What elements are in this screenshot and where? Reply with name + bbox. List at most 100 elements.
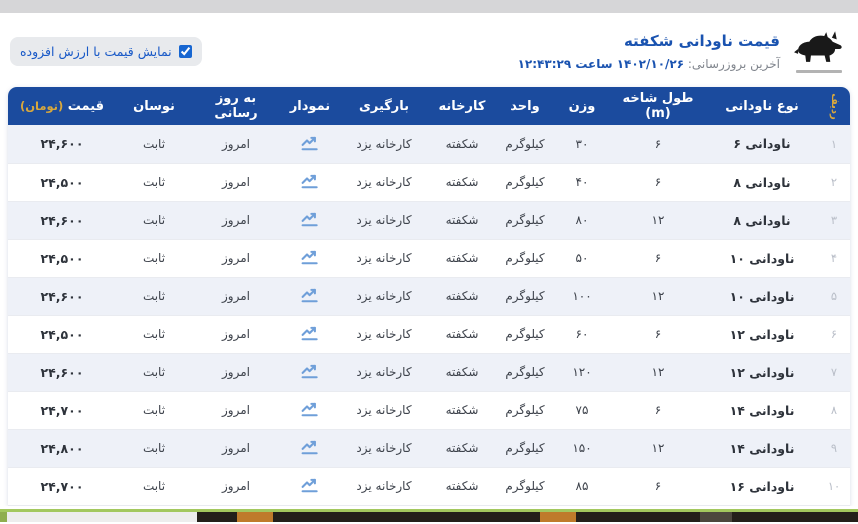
cell-updated: امروز <box>192 391 280 430</box>
window-top-strip <box>0 0 858 13</box>
vat-price-toggle-label: نمایش قیمت با ارزش افزوده <box>20 43 172 59</box>
cell-length: ۶ <box>610 163 706 202</box>
cell-unit: کیلوگرم <box>496 315 554 354</box>
cell-chart[interactable] <box>280 239 340 278</box>
cell-weight: ۱۵۰ <box>554 429 610 468</box>
price-chart-icon[interactable] <box>300 287 321 305</box>
cell-factory: شکفته <box>428 391 496 430</box>
cell-type: ناودانی ۱۲ <box>706 353 818 392</box>
cell-row-number: ۴ <box>818 239 850 278</box>
cell-loading: کارخانه یزد <box>340 125 428 164</box>
company-logo <box>790 29 848 73</box>
price-chart-icon[interactable] <box>300 211 321 229</box>
table-row: ۴ ناودانی ۱۰ ۶ ۵۰ کیلوگرم شکفته کارخانه … <box>8 239 850 278</box>
cell-chart[interactable] <box>280 163 340 202</box>
price-table: ردیف نوع ناودانی طول شاخه (m) وزن واحد ک… <box>8 87 850 506</box>
cell-type: ناودانی ۱۶ <box>706 467 818 506</box>
cell-price: ۲۴,۶۰۰ <box>8 353 116 392</box>
cell-row-number: ۶ <box>818 315 850 354</box>
table-row: ۲ ناودانی ۸ ۶ ۴۰ کیلوگرم شکفته کارخانه ی… <box>8 163 850 202</box>
cell-factory: شکفته <box>428 467 496 506</box>
vat-price-checkbox[interactable] <box>178 44 192 58</box>
cell-weight: ۸۵ <box>554 467 610 506</box>
cell-row-number: ۷ <box>818 353 850 392</box>
cell-loading: کارخانه یزد <box>340 163 428 202</box>
price-table-card: ردیف نوع ناودانی طول شاخه (m) وزن واحد ک… <box>8 87 850 506</box>
header-fluctuation: نوسان <box>116 87 192 125</box>
header-loading: بارگیری <box>340 87 428 125</box>
cell-factory: شکفته <box>428 353 496 392</box>
cell-price: ۲۴,۷۰۰ <box>8 391 116 430</box>
cell-factory: شکفته <box>428 277 496 316</box>
cell-chart[interactable] <box>280 391 340 430</box>
header-factory: کارخانه <box>428 87 496 125</box>
header-updated: به روز رسانی <box>192 87 280 125</box>
cell-chart[interactable] <box>280 353 340 392</box>
cell-type: ناودانی ۱۴ <box>706 429 818 468</box>
table-row: ۶ ناودانی ۱۲ ۶ ۶۰ کیلوگرم شکفته کارخانه … <box>8 315 850 354</box>
cell-loading: کارخانه یزد <box>340 353 428 392</box>
cell-row-number: ۵ <box>818 277 850 316</box>
cell-row-number: ۲ <box>818 163 850 202</box>
cell-unit: کیلوگرم <box>496 277 554 316</box>
header-price: قیمت (تومان) <box>8 87 116 125</box>
header-price-unit: (تومان) <box>19 98 64 113</box>
vat-price-toggle[interactable]: نمایش قیمت با ارزش افزوده <box>10 36 202 66</box>
brand-block: قیمت ناودانی شکفته آخرین بروزرسانی: ۱۴۰۲… <box>518 29 848 73</box>
cell-unit: کیلوگرم <box>496 239 554 278</box>
cell-factory: شکفته <box>428 239 496 278</box>
cell-updated: امروز <box>192 315 280 354</box>
rhino-logo-icon <box>794 31 842 62</box>
table-row: ۱۰ ناودانی ۱۶ ۶ ۸۵ کیلوگرم شکفته کارخانه… <box>8 467 850 506</box>
cell-weight: ۸۰ <box>554 201 610 240</box>
banner-photo-strip <box>0 511 858 522</box>
cell-length: ۶ <box>610 315 706 354</box>
price-table-body: ۱ ناودانی ۶ ۶ ۳۰ کیلوگرم شکفته کارخانه ی… <box>8 125 850 506</box>
price-chart-icon[interactable] <box>300 249 321 267</box>
cell-loading: کارخانه یزد <box>340 315 428 354</box>
cell-unit: کیلوگرم <box>496 163 554 202</box>
cell-length: ۱۲ <box>610 429 706 468</box>
cell-fluctuation: ثابت <box>116 315 192 354</box>
cell-chart[interactable] <box>280 201 340 240</box>
price-chart-icon[interactable] <box>300 439 321 457</box>
cell-row-number: ۱۰ <box>818 467 850 506</box>
cell-fluctuation: ثابت <box>116 353 192 392</box>
cell-price: ۲۴,۷۰۰ <box>8 467 116 506</box>
cell-weight: ۵۰ <box>554 239 610 278</box>
cell-chart[interactable] <box>280 429 340 468</box>
price-chart-icon[interactable] <box>300 363 321 381</box>
header-type: نوع ناودانی <box>706 87 818 125</box>
cell-type: ناودانی ۱۰ <box>706 277 818 316</box>
table-row: ۳ ناودانی ۸ ۱۲ ۸۰ کیلوگرم شکفته کارخانه … <box>8 201 850 240</box>
price-chart-icon[interactable] <box>300 477 321 495</box>
last-updated: آخرین بروزرسانی: ۱۴۰۲/۱۰/۲۶ ساعت ۱۲:۴۳:۲… <box>518 57 780 71</box>
cell-factory: شکفته <box>428 429 496 468</box>
cell-row-number: ۱ <box>818 125 850 164</box>
cell-loading: کارخانه یزد <box>340 277 428 316</box>
cell-updated: امروز <box>192 277 280 316</box>
cell-chart[interactable] <box>280 315 340 354</box>
cell-chart[interactable] <box>280 467 340 506</box>
cell-price: ۲۴,۶۰۰ <box>8 125 116 164</box>
cell-weight: ۶۰ <box>554 315 610 354</box>
table-row: ۹ ناودانی ۱۴ ۱۲ ۱۵۰ کیلوگرم شکفته کارخان… <box>8 429 850 468</box>
price-chart-icon[interactable] <box>300 401 321 419</box>
cell-chart[interactable] <box>280 277 340 316</box>
cell-unit: کیلوگرم <box>496 467 554 506</box>
table-row: ۵ ناودانی ۱۰ ۱۲ ۱۰۰ کیلوگرم شکفته کارخان… <box>8 277 850 316</box>
price-chart-icon[interactable] <box>300 135 321 153</box>
cell-loading: کارخانه یزد <box>340 201 428 240</box>
cell-unit: کیلوگرم <box>496 353 554 392</box>
cell-length: ۶ <box>610 239 706 278</box>
cell-row-number: ۳ <box>818 201 850 240</box>
cell-chart[interactable] <box>280 125 340 164</box>
price-chart-icon[interactable] <box>300 325 321 343</box>
bottom-banner-ad[interactable] <box>0 505 858 522</box>
table-row: ۱ ناودانی ۶ ۶ ۳۰ کیلوگرم شکفته کارخانه ی… <box>8 125 850 164</box>
cell-loading: کارخانه یزد <box>340 391 428 430</box>
price-chart-icon[interactable] <box>300 173 321 191</box>
cell-fluctuation: ثابت <box>116 391 192 430</box>
cell-length: ۱۲ <box>610 353 706 392</box>
cell-length: ۶ <box>610 125 706 164</box>
